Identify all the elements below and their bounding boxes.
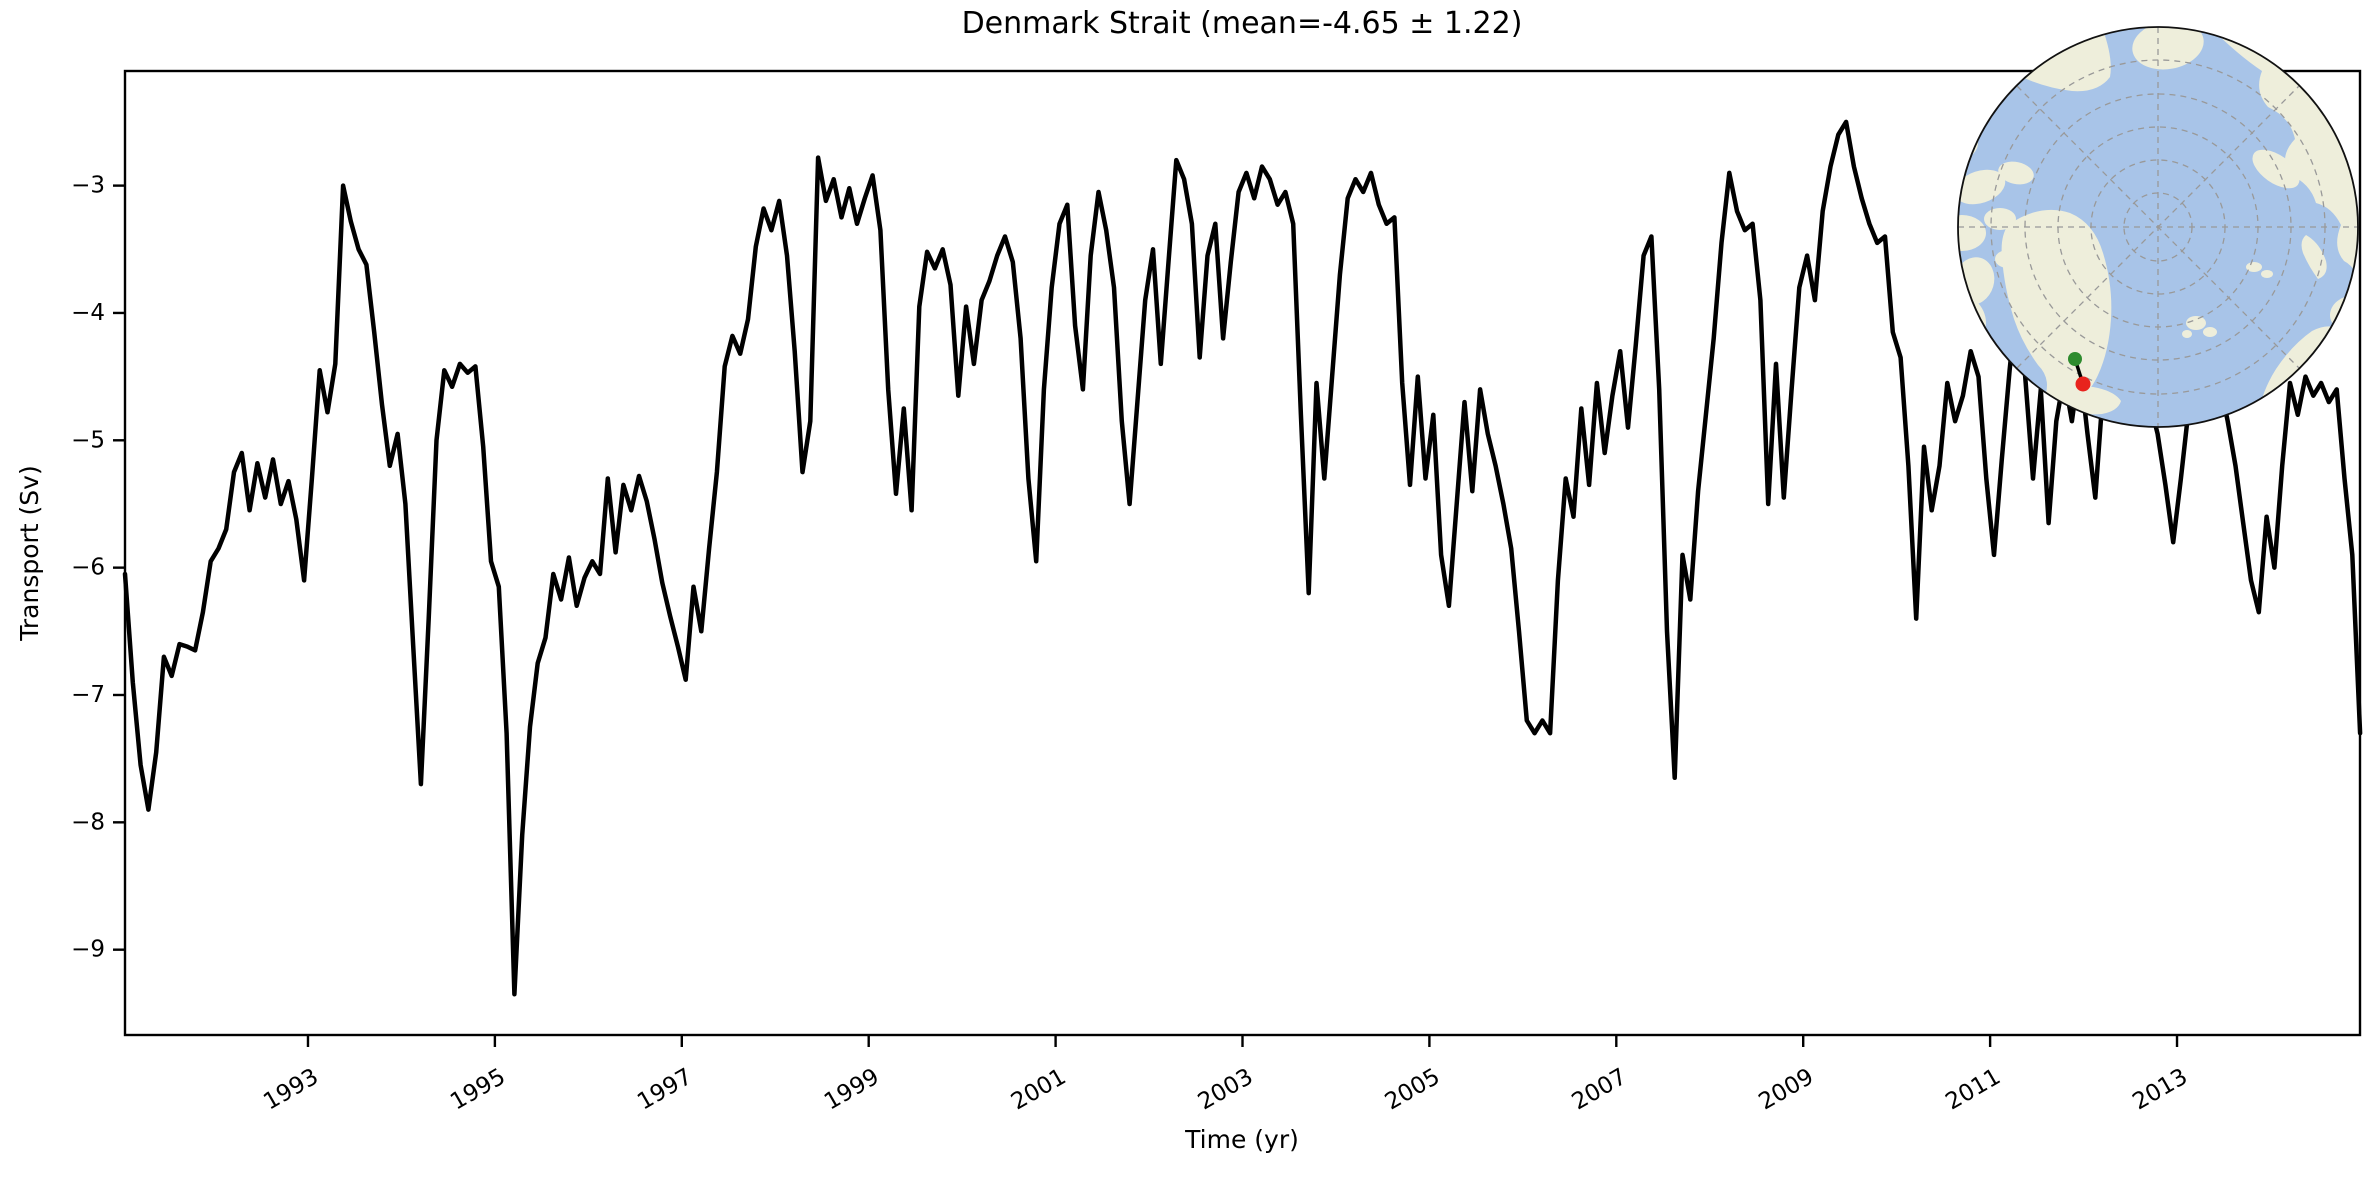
y-tick-label: −3 [71, 173, 105, 199]
y-ticks-group: −3 −4 −5 −6 −7 −8 −9 [71, 173, 125, 963]
map-border [1957, 26, 2359, 428]
x-tick-label: 2001 [1007, 1064, 1071, 1116]
section-north-marker [2068, 352, 2082, 366]
y-tick-label: −7 [71, 682, 105, 708]
x-tick-label: 2003 [1194, 1064, 1258, 1116]
map-graticule [1958, 27, 2358, 427]
x-ticks-group: 1993 1995 1997 1999 2001 2003 2005 2007 2009 2011… [259, 1035, 2192, 1115]
x-axis-label: Time (yr) [1184, 1125, 1299, 1154]
y-tick-label: −8 [71, 809, 105, 835]
y-axis-label: Transport (Sv) [15, 465, 44, 641]
x-tick-label: 1997 [633, 1064, 697, 1116]
x-tick-label: 2011 [1941, 1064, 2005, 1116]
x-tick-label: 1995 [446, 1064, 510, 1116]
x-tick-label: 1999 [820, 1064, 884, 1116]
x-tick-label: 2005 [1381, 1064, 1445, 1116]
chart-title: Denmark Strait (mean=-4.65 ± 1.22) [962, 6, 1523, 41]
x-tick-label: 2009 [1755, 1064, 1819, 1116]
x-tick-label: 1993 [259, 1064, 323, 1116]
y-tick-label: −6 [71, 555, 105, 581]
section-south-marker [2075, 376, 2091, 392]
x-tick-label: 2013 [2128, 1064, 2192, 1116]
series-line [122, 119, 2363, 997]
y-tick-label: −5 [71, 427, 105, 453]
y-tick-label: −9 [71, 937, 105, 963]
x-tick-label: 2007 [1568, 1064, 1632, 1116]
y-tick-label: −4 [71, 300, 105, 326]
